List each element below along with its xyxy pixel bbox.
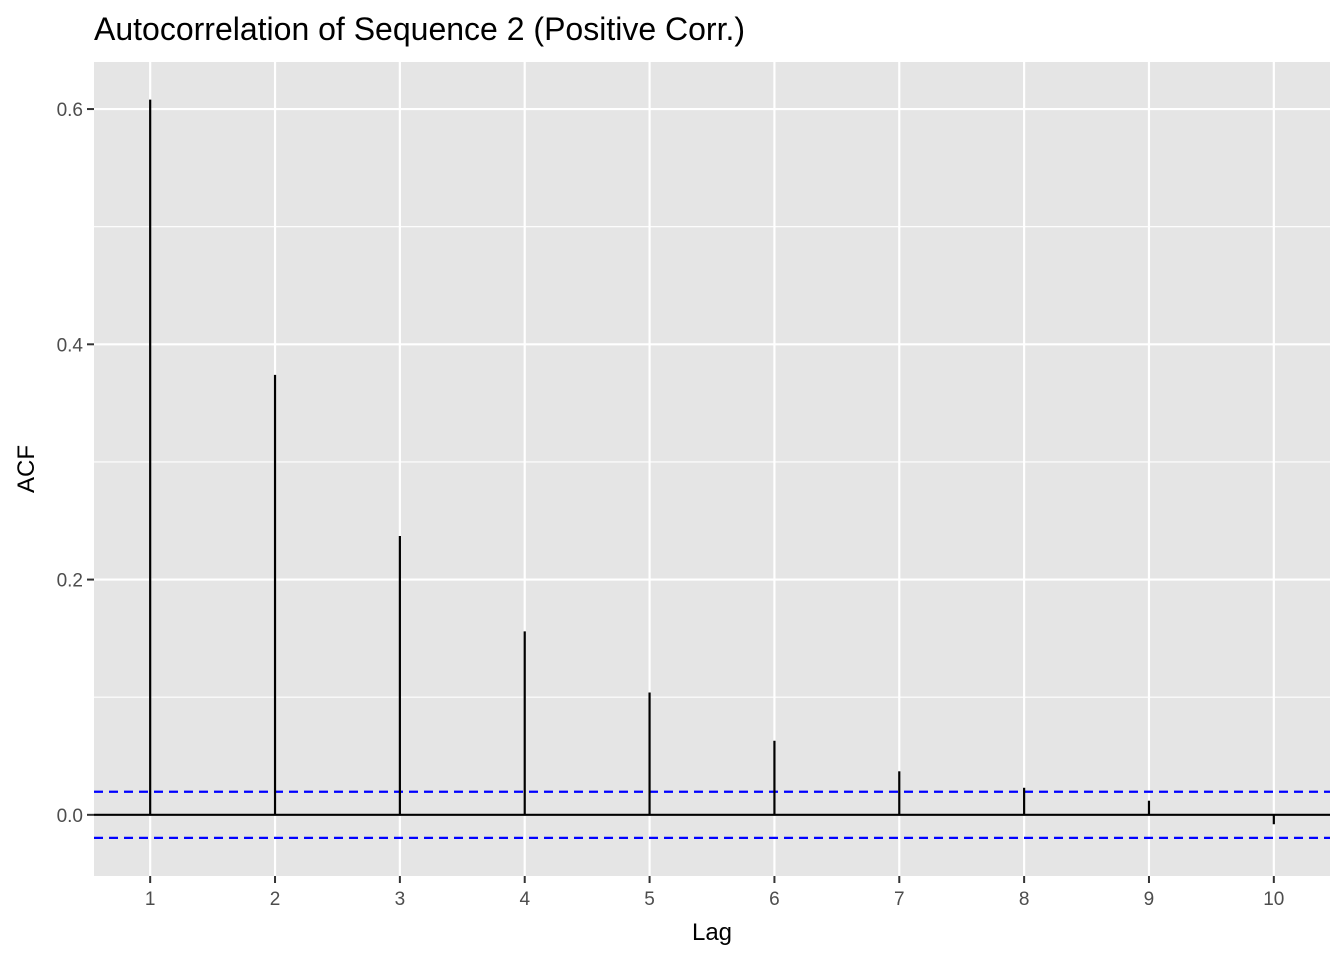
major-gridlines bbox=[94, 62, 1330, 876]
x-tick-label: 5 bbox=[644, 889, 655, 910]
x-tick-label: 7 bbox=[894, 889, 905, 910]
y-tick-label: 0.4 bbox=[57, 335, 84, 356]
x-tick-label: 10 bbox=[1263, 889, 1284, 910]
x-tick-label: 3 bbox=[395, 889, 406, 910]
y-tick-label: 0.2 bbox=[57, 571, 83, 592]
x-axis-ticks: 1 2 3 4 5 6 7 8 9 10 bbox=[145, 876, 1284, 910]
x-tick-label: 8 bbox=[1019, 889, 1030, 910]
x-tick-label: 6 bbox=[769, 889, 780, 910]
confidence-bounds bbox=[94, 790, 1330, 839]
x-tick-label: 4 bbox=[519, 889, 530, 910]
x-tick-label: 1 bbox=[145, 889, 156, 910]
x-axis-title: Lag bbox=[692, 919, 732, 946]
minor-gridlines bbox=[94, 226, 1330, 698]
plot-panel bbox=[94, 62, 1330, 876]
x-tick-label: 2 bbox=[270, 889, 281, 910]
chart-title: Autocorrelation of Sequence 2 (Positive … bbox=[94, 11, 745, 47]
y-axis-title: ACF bbox=[13, 445, 40, 493]
y-tick-label: 0.6 bbox=[57, 100, 83, 121]
acf-stems bbox=[149, 99, 1275, 825]
x-tick-label: 9 bbox=[1144, 889, 1155, 910]
y-axis-ticks: 0.0 0.2 0.4 0.6 bbox=[57, 100, 94, 827]
y-tick-label: 0.0 bbox=[57, 806, 83, 827]
